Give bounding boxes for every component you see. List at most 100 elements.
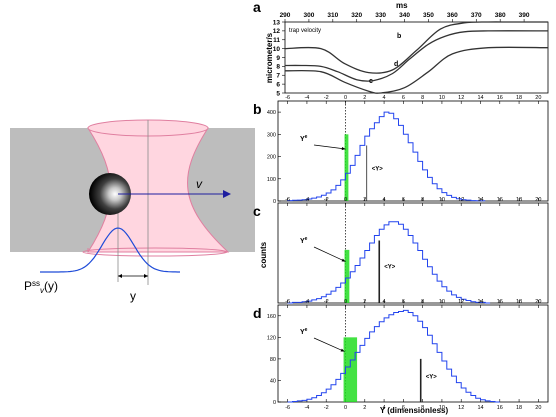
panel-b-y-tick-label: 400 [267, 110, 276, 116]
panel-b-y-tick-label: 300 [267, 132, 276, 138]
distribution-label-arg: (y) [44, 279, 58, 293]
panel-d-top-tick-label: 6 [402, 299, 405, 305]
panel-a-ylabel: micrometer/s [265, 32, 274, 83]
panel-b-top-tick-label: -4 [304, 95, 309, 101]
panel-d-top-tick-label: -6 [285, 299, 290, 305]
displacement-arrowhead-left [118, 274, 122, 278]
ye-label-main: Y [300, 238, 305, 245]
panel-d-y-tick-label: 80 [270, 357, 276, 363]
curve-label-d: d [394, 61, 398, 68]
panel-c-frame [277, 202, 549, 304]
panel-d-frame [277, 304, 549, 403]
panel-b-top-tick-label: 8 [421, 95, 424, 101]
panel-a-y-tick-label: 11 [273, 37, 280, 44]
trap-velocity-annotation: trap velocity [289, 28, 321, 34]
panel-d-top-tick-label: -2 [324, 299, 329, 305]
panel-d-histogram [287, 309, 500, 403]
panel-b-ye-arrow [313, 144, 346, 150]
panel-d-top-tick-label: 12 [458, 299, 464, 305]
beam-bottom-ellipse [82, 247, 228, 257]
panel-c-top-tick-label: 14 [477, 197, 483, 203]
panel-c: c -6 -4 -2 0 2 4 6 8 10 12 14 16 18 20<Y>Ye [253, 197, 549, 304]
panel-d-ye-arrowhead [340, 348, 345, 352]
trap-schematic: v y Pssv(y) [10, 119, 255, 303]
panel-d-y-tick-label: 40 [270, 378, 276, 384]
panel-d-bottom-tick-label: 2 [363, 405, 366, 411]
panel-b-top-tick-label: -6 [285, 95, 290, 101]
curve-label-c: c [369, 78, 373, 85]
panel-d: d -6 -6 -4 -4 -2 -2 0 0 2 2 4 4 6 6 8 8 10 10 12 12 14 14 16 16… [253, 299, 549, 411]
panel-a-y-tick-label: 7 [276, 73, 280, 80]
panel-c-mean-label: <Y> [384, 265, 396, 271]
panel-b-top-tick-label: 14 [477, 95, 483, 101]
ye-label-sup: e [305, 236, 308, 242]
displacement-label: y [130, 289, 136, 303]
panel-c-top-tick-label: 16 [497, 197, 503, 203]
panel-d-top-tick-label: 4 [383, 299, 386, 305]
panel-a-top-tick-label: 340 [399, 12, 410, 19]
panel-b-top-tick-label: 10 [439, 95, 445, 101]
panel-a-letter: a [253, 0, 261, 15]
panel-a-top-tick-label: 380 [495, 12, 506, 19]
panel-a-curves [284, 21, 549, 94]
panel-a-top-tick-label: 320 [351, 12, 362, 19]
panel-d-top-tick-label: 20 [535, 299, 541, 305]
panel-b-top-tick-label: 0 [344, 95, 347, 101]
distribution-label-sub: v [40, 286, 45, 295]
ye-label-sup: e [305, 327, 308, 333]
panel-b-top-tick-label: 6 [402, 95, 405, 101]
ye-label-main: Y [300, 136, 305, 143]
panel-d-y-tick-label: 120 [267, 335, 276, 341]
panel-d-bottom-tick-label: -4 [304, 405, 309, 411]
panel-a-frame [284, 21, 549, 94]
panel-d-bottom-tick-label: 20 [535, 405, 541, 411]
panel-b-top-tick-label: 2 [363, 95, 366, 101]
panel-c-top-tick-label: -4 [304, 197, 309, 203]
ye-label-main: Y [300, 329, 305, 336]
trap-velocity-curve-c [284, 46, 549, 94]
panel-b-mean-label: <Y> [372, 166, 384, 172]
ye-label-sup: e [305, 134, 308, 140]
panel-a-top-tick-label: 350 [423, 12, 434, 19]
panel-b-top-tick-label: 20 [535, 95, 541, 101]
panel-a-y-tick-label: 6 [276, 81, 280, 88]
panel-a-y-tick-label: 13 [273, 19, 281, 26]
panel-b-ye-bar [344, 134, 349, 201]
panel-c-top-tick-label: 2 [363, 197, 366, 203]
panel-a-y-tick-label: 5 [276, 90, 280, 97]
panel-d-top-tick-label: 2 [363, 299, 366, 305]
panel-a-top-axis-label: ms [396, 1, 408, 10]
panel-b-histogram [287, 111, 486, 202]
panel-a-top-ticks: 290 300 310 320 330 340 350 360 370 380 390 [280, 12, 530, 22]
panel-d-ye-label: Ye [300, 327, 308, 336]
panel-c-top-tick-label: 0 [344, 197, 347, 203]
panel-a-y-tick-label: 9 [276, 55, 280, 62]
distribution-label: Pssv(y) [24, 279, 58, 295]
panel-c-letter: c [253, 203, 261, 219]
panel-d-top-tick-label: 10 [439, 299, 445, 305]
panel-b-letter: b [253, 101, 262, 117]
panel-b-y-tick-label: 200 [267, 155, 276, 161]
panel-d-mean-label: <Y> [426, 374, 438, 380]
panel-d-bottom-tick-label: -6 [285, 405, 290, 411]
panel-c-histogram [287, 221, 491, 304]
panel-c-ye-arrowhead [341, 258, 346, 262]
panel-d-bottom-tick-label: -2 [324, 405, 329, 411]
bead-sphere [89, 173, 131, 215]
panel-a-top-tick-label: 370 [471, 12, 482, 19]
panel-d-bottom-tick-label: 6 [402, 405, 405, 411]
panel-c-ye-label: Ye [300, 236, 308, 245]
panel-d-letter: d [253, 305, 262, 321]
panel-d-bottom-tick-label: 12 [458, 405, 464, 411]
panel-b: b -6 -4 -2 0 2 4 6 8 10 12 14 16 18 200100200300400<Y… [253, 95, 549, 205]
panel-b-top-tick-label: 16 [497, 95, 503, 101]
histogram-shared-ylabel: counts [259, 241, 268, 268]
panel-b-top-tick-label: 12 [458, 95, 464, 101]
panel-c-top-tick-label: 18 [516, 197, 522, 203]
panel-c-ye-bar [344, 249, 350, 303]
panel-a-y-ticks: 5 67 8 9 10 11 12 13 [273, 19, 285, 97]
panel-d-top-tick-label: -4 [304, 299, 309, 305]
panel-d-y-tick-label: 0 [273, 400, 276, 406]
panel-d-bottom-tick-label: 0 [344, 405, 347, 411]
panel-d-ye-bar [343, 337, 358, 402]
